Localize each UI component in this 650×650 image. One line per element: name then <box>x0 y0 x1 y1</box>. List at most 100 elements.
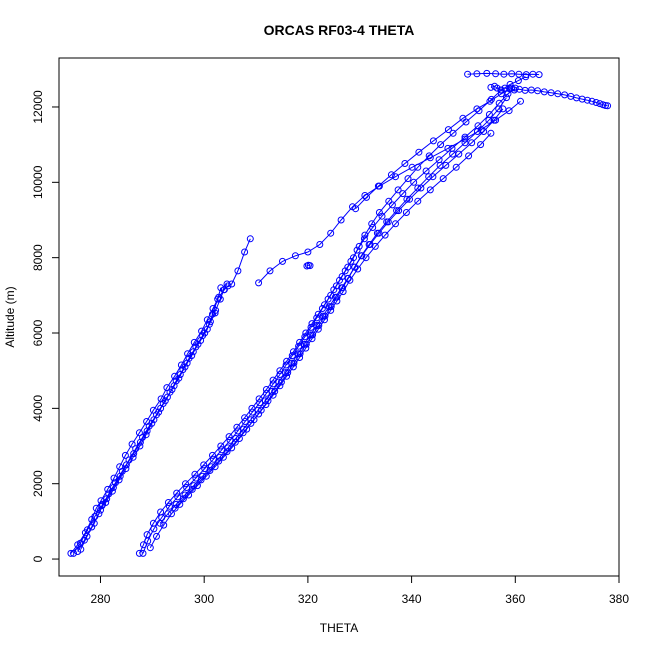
data-point <box>324 295 332 303</box>
series-line-13 <box>467 72 540 76</box>
data-point <box>485 116 493 124</box>
data-point <box>363 193 370 201</box>
series-line-4 <box>73 312 216 554</box>
data-point <box>333 297 341 305</box>
data-point <box>327 229 335 237</box>
data-point <box>239 429 247 437</box>
data-point <box>92 504 100 512</box>
data-point <box>461 135 469 143</box>
data-point <box>394 186 402 194</box>
data-point <box>429 173 437 181</box>
data-point <box>247 419 255 427</box>
data-point <box>294 350 302 358</box>
data-point <box>369 224 377 231</box>
data-point <box>384 218 392 226</box>
data-point <box>473 105 481 113</box>
data-point <box>368 220 376 228</box>
data-point <box>171 504 179 512</box>
data-point <box>387 171 395 179</box>
data-point <box>554 90 562 98</box>
data-point <box>128 440 136 448</box>
chart-title: ORCAS RF03-4 THETA <box>264 22 415 38</box>
data-point <box>223 280 231 288</box>
data-point <box>355 242 363 250</box>
data-point <box>164 510 172 518</box>
data-point <box>139 549 147 557</box>
data-point <box>289 363 297 371</box>
data-point <box>477 141 485 149</box>
series-line-11 <box>355 87 512 210</box>
data-point <box>353 246 361 254</box>
data-point <box>327 306 335 314</box>
data-point <box>473 70 481 78</box>
data-point <box>465 152 473 160</box>
data-point <box>540 88 548 96</box>
data-point <box>506 80 514 88</box>
data-point <box>414 197 422 205</box>
data-point <box>425 173 433 181</box>
data-point <box>522 71 530 79</box>
data-point <box>505 107 513 115</box>
data-point <box>404 175 412 183</box>
data-point <box>139 433 146 441</box>
series-line-12 <box>490 85 608 107</box>
data-point <box>188 485 196 493</box>
data-point <box>561 91 569 99</box>
data-point <box>417 184 425 192</box>
x-tick-label: 340 <box>402 592 422 606</box>
data-point <box>354 265 362 273</box>
data-point <box>459 114 467 122</box>
data-point <box>135 549 143 557</box>
data-point <box>426 154 434 162</box>
data-point <box>444 126 452 134</box>
data-point <box>179 495 187 503</box>
data-point <box>497 86 505 94</box>
data-point <box>388 201 396 209</box>
data-point <box>200 461 208 469</box>
data-point <box>408 163 416 171</box>
data-point <box>410 178 418 186</box>
data-point <box>211 463 219 471</box>
data-point <box>422 167 430 175</box>
data-point <box>486 97 494 105</box>
data-point <box>314 325 322 333</box>
data-point <box>164 499 172 506</box>
data-point <box>282 369 290 377</box>
data-point <box>336 276 343 284</box>
data-point <box>493 84 501 92</box>
y-axis-label: Altitude (m) <box>3 286 17 347</box>
data-point <box>153 411 160 419</box>
data-point <box>506 85 514 93</box>
data-point <box>392 173 399 181</box>
data-point <box>604 102 612 110</box>
y-tick-label: 12000 <box>31 90 45 124</box>
data-point <box>159 400 167 407</box>
data-point <box>199 472 207 480</box>
data-point <box>464 70 472 78</box>
data-point <box>406 195 413 203</box>
data-point <box>125 456 133 464</box>
data-point <box>118 467 126 475</box>
data-point <box>153 532 160 540</box>
data-point <box>179 366 187 374</box>
data-point <box>234 267 242 275</box>
plot-frame <box>58 57 620 577</box>
data-point <box>318 305 326 312</box>
data-point <box>276 382 284 390</box>
data-point <box>206 467 214 474</box>
y-tick-label: 4000 <box>31 395 45 422</box>
data-point <box>217 442 225 450</box>
data-point <box>452 163 460 171</box>
plot-area <box>67 69 612 557</box>
data-point <box>304 248 312 256</box>
data-point <box>429 137 437 145</box>
data-point <box>308 335 316 343</box>
data-point <box>205 320 213 328</box>
data-point <box>401 160 409 167</box>
y-tick-label: 8000 <box>31 244 45 271</box>
data-point <box>233 423 241 431</box>
data-point <box>426 186 434 194</box>
data-point <box>144 537 152 545</box>
data-point <box>182 480 189 488</box>
data-point <box>487 129 495 137</box>
